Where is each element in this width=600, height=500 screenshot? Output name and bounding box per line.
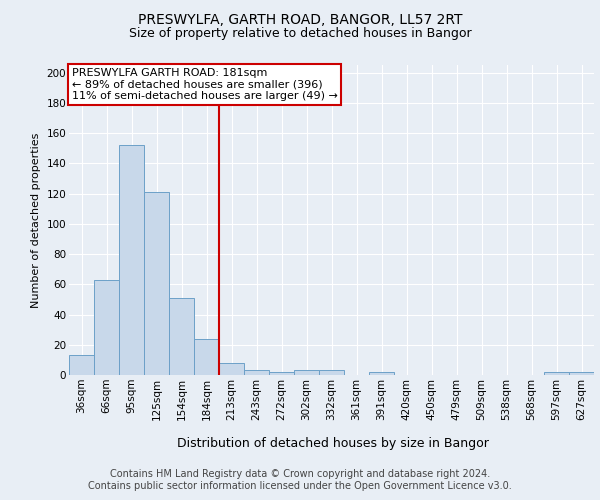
Bar (569, 372, 594, 375)
Bar (194, 338, 219, 375)
Bar (69, 356, 94, 375)
Bar (269, 372, 294, 375)
Bar (169, 298, 194, 375)
Y-axis label: Number of detached properties: Number of detached properties (31, 132, 41, 308)
Bar (319, 370, 344, 375)
Text: PRESWYLFA, GARTH ROAD, BANGOR, LL57 2RT: PRESWYLFA, GARTH ROAD, BANGOR, LL57 2RT (138, 12, 462, 26)
Text: Contains public sector information licensed under the Open Government Licence v3: Contains public sector information licen… (88, 481, 512, 491)
Bar (294, 370, 319, 375)
Bar (369, 372, 394, 375)
Text: Distribution of detached houses by size in Bangor: Distribution of detached houses by size … (177, 438, 489, 450)
Bar (219, 363, 244, 375)
Bar (244, 370, 269, 375)
Text: PRESWYLFA GARTH ROAD: 181sqm
← 89% of detached houses are smaller (396)
11% of s: PRESWYLFA GARTH ROAD: 181sqm ← 89% of de… (71, 68, 337, 102)
Bar (544, 372, 569, 375)
Bar (119, 145, 144, 375)
Text: Size of property relative to detached houses in Bangor: Size of property relative to detached ho… (128, 28, 472, 40)
Text: Contains HM Land Registry data © Crown copyright and database right 2024.: Contains HM Land Registry data © Crown c… (110, 469, 490, 479)
Bar (144, 192, 169, 375)
Bar (94, 280, 119, 375)
